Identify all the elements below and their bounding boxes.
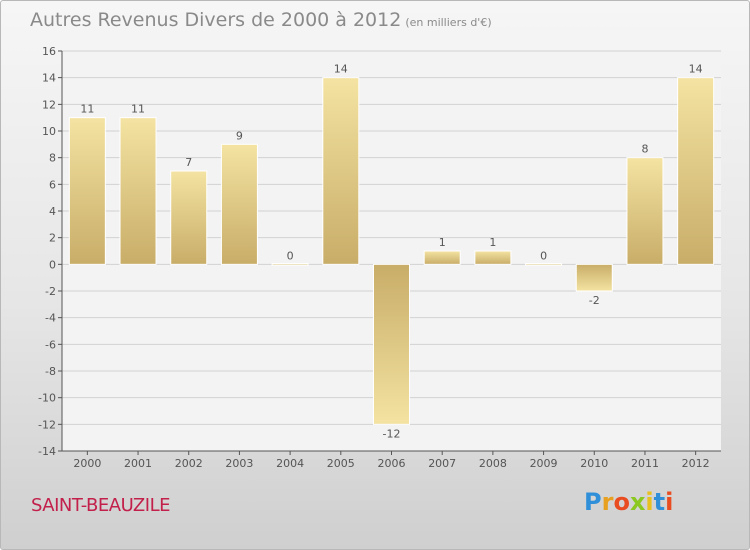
bar-2009 xyxy=(525,263,563,266)
y-tick-label: 2 xyxy=(49,232,56,245)
y-tick-label: -10 xyxy=(38,392,56,405)
x-tick-label: 2004 xyxy=(276,457,304,470)
bar-2007 xyxy=(423,250,461,265)
y-tick-label: -4 xyxy=(45,312,56,325)
x-tick-label: 2008 xyxy=(479,457,507,470)
chart-title-text: Autres Revenus Divers de 2000 à 2012 xyxy=(30,9,402,31)
logo-letter: t xyxy=(653,488,666,516)
logo-letter: i xyxy=(645,488,654,516)
bar-2006 xyxy=(373,263,410,425)
bar-2011 xyxy=(626,157,664,265)
x-tick-label: 2010 xyxy=(580,457,608,470)
data-label-2001: 11 xyxy=(131,103,145,116)
bar-2010 xyxy=(575,263,613,292)
data-label-2000: 11 xyxy=(80,103,94,116)
y-tick-label: -12 xyxy=(38,418,56,431)
bar-2008 xyxy=(474,250,512,265)
chart-title: Autres Revenus Divers de 2000 à 2012 (en … xyxy=(30,9,492,31)
y-tick-label: 4 xyxy=(49,205,56,218)
x-tick-label: 2000 xyxy=(73,457,101,470)
data-label-2003: 9 xyxy=(236,129,243,142)
x-tick-label: 2005 xyxy=(327,457,355,470)
y-tick-label: 6 xyxy=(49,178,56,191)
bar-2002 xyxy=(170,170,208,265)
bar-2000 xyxy=(68,117,106,265)
x-tick-label: 2011 xyxy=(631,457,659,470)
data-label-2010: -2 xyxy=(589,294,600,307)
bar-2004 xyxy=(271,263,309,266)
data-label-2007: 1 xyxy=(439,236,446,249)
logo-letter: x xyxy=(629,488,646,516)
x-tick-label: 2003 xyxy=(225,457,253,470)
data-label-2012: 14 xyxy=(689,63,703,76)
y-tick-label: -2 xyxy=(45,285,56,298)
y-tick-label: 0 xyxy=(49,258,56,271)
x-tick-label: 2002 xyxy=(175,457,203,470)
data-label-2008: 1 xyxy=(489,236,496,249)
data-label-2004: 0 xyxy=(287,249,294,262)
y-tick-label: -8 xyxy=(45,365,56,378)
data-label-2005: 14 xyxy=(334,63,348,76)
proxiti-logo: Proxiti xyxy=(584,488,673,516)
logo-letter: r xyxy=(601,488,614,516)
y-tick-label: 8 xyxy=(49,152,56,165)
x-tick-label: 2007 xyxy=(428,457,456,470)
data-label-2002: 7 xyxy=(185,156,192,169)
x-tick-label: 2001 xyxy=(124,457,152,470)
data-label-2006: -12 xyxy=(383,427,401,440)
chart-subtitle: (en milliers d'€) xyxy=(405,16,492,29)
x-tick-label: 2006 xyxy=(378,457,406,470)
x-tick-label: 2009 xyxy=(530,457,558,470)
commune-name: SAINT-BEAUZILE xyxy=(31,495,170,516)
data-label-2011: 8 xyxy=(641,143,648,156)
bar-2005 xyxy=(322,77,360,265)
x-tick-label: 2012 xyxy=(682,457,710,470)
y-tick-label: -6 xyxy=(45,338,56,351)
data-label-2009: 0 xyxy=(540,249,547,262)
logo-letter: i xyxy=(665,488,674,516)
y-tick-label: 14 xyxy=(42,72,56,85)
y-tick-label: 12 xyxy=(42,98,56,111)
logo-letter: o xyxy=(613,488,630,516)
y-tick-label: -14 xyxy=(38,445,56,458)
bar-2001 xyxy=(119,117,157,265)
y-tick-label: 10 xyxy=(42,125,56,138)
logo-letter: P xyxy=(584,488,602,516)
bar-2003 xyxy=(220,143,258,265)
y-tick-label: 16 xyxy=(42,45,56,58)
bar-2012 xyxy=(677,77,715,265)
